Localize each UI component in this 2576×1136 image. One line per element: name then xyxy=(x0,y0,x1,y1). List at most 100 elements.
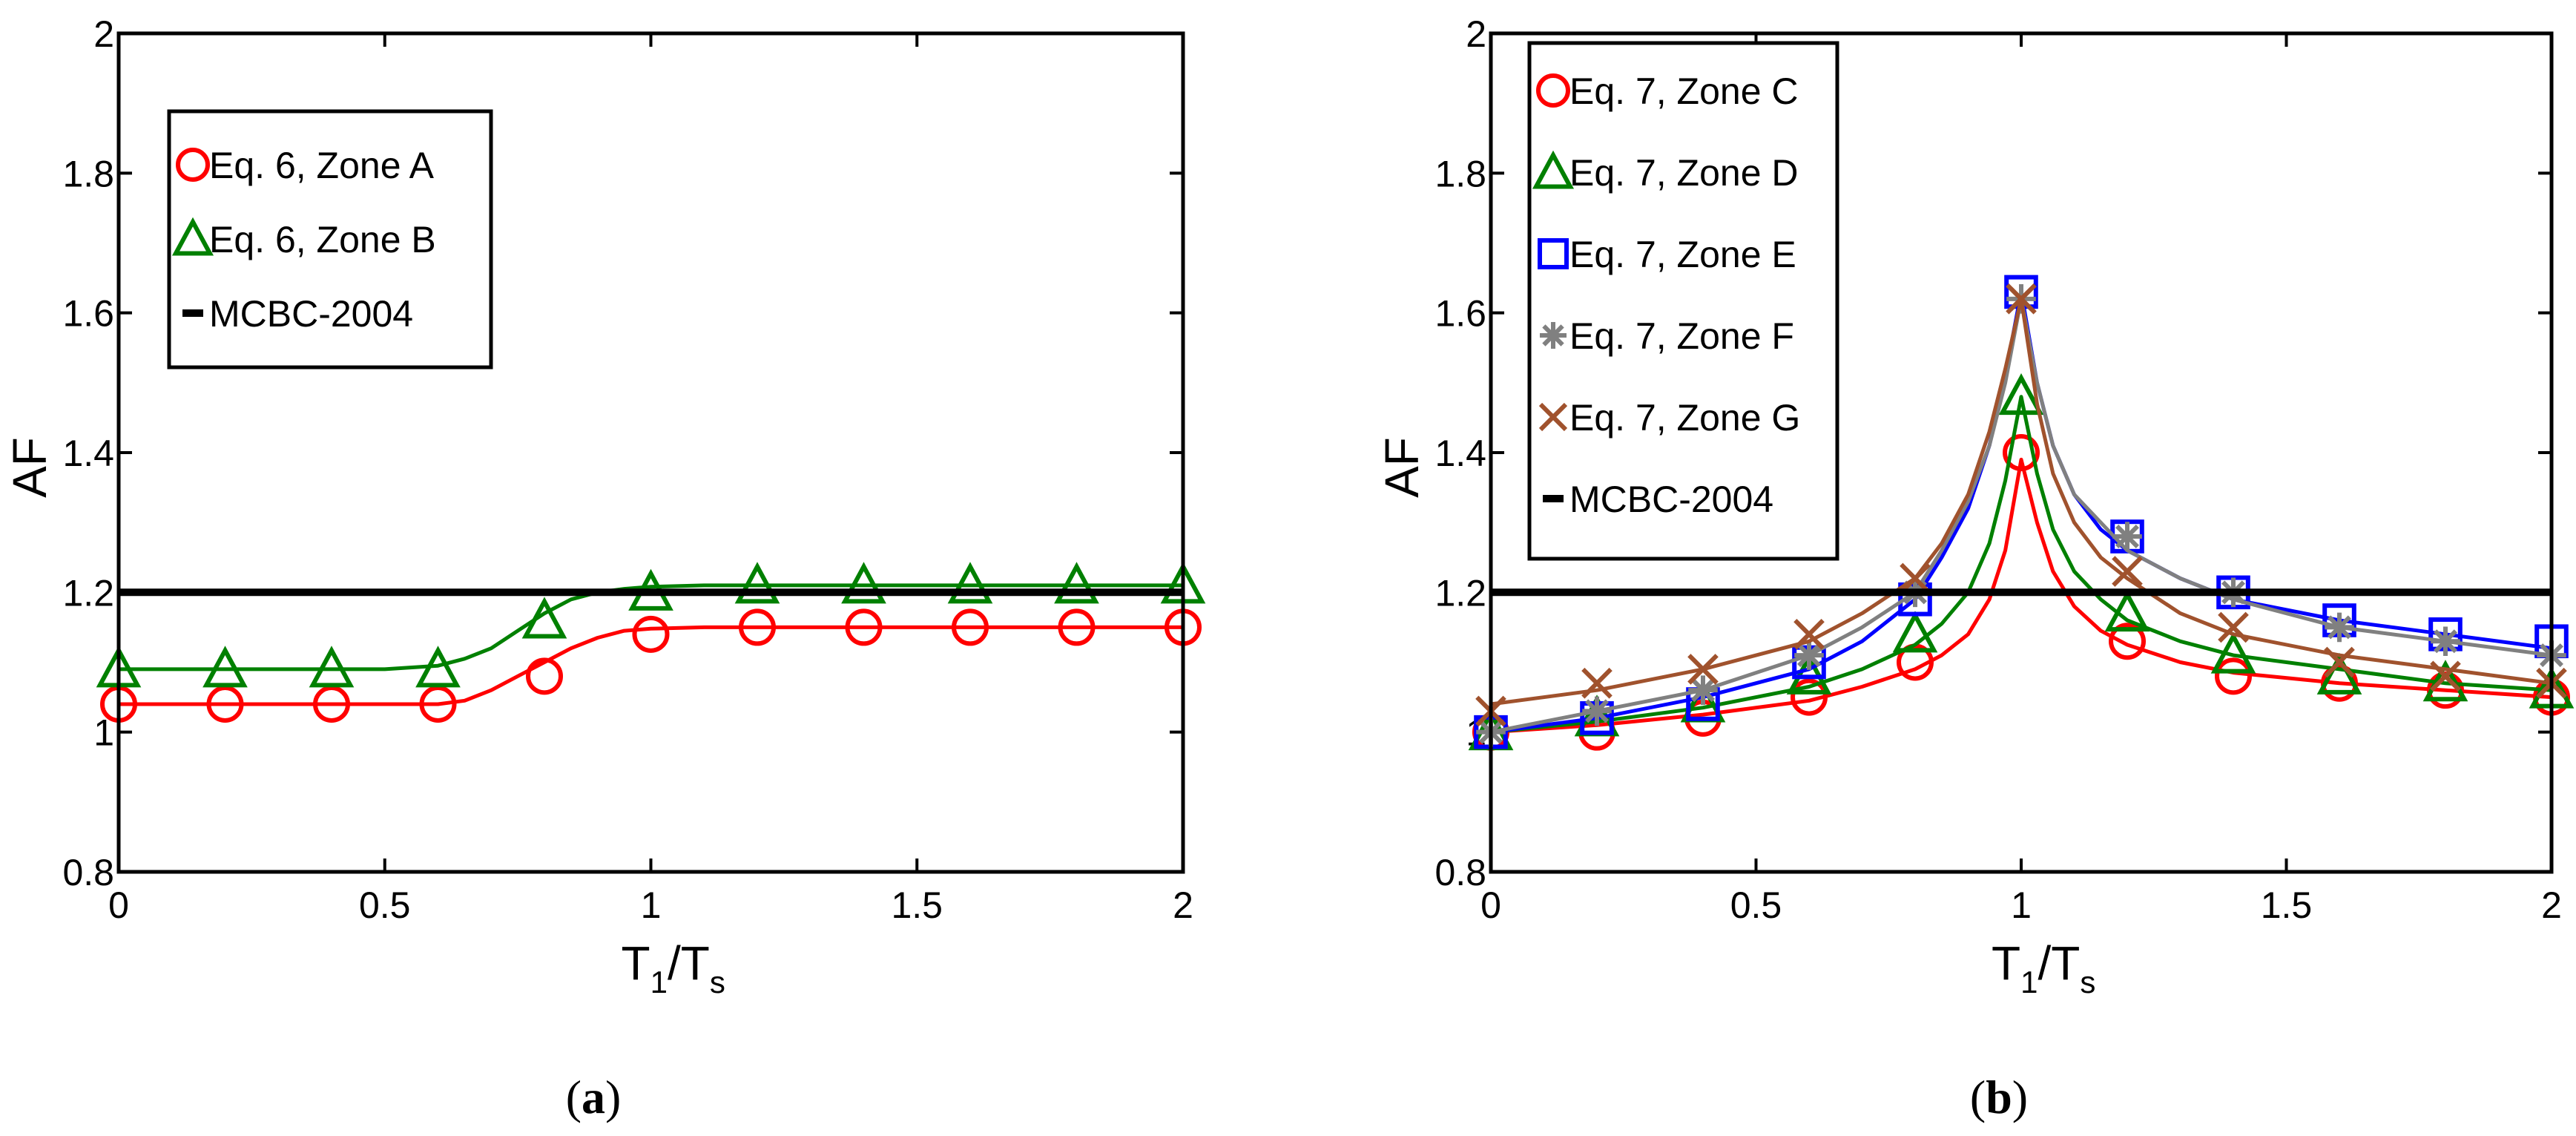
panel-caption: (a) xyxy=(566,1071,622,1123)
legend-label: Eq. 7, Zone C xyxy=(1569,70,1799,112)
data-point xyxy=(2006,283,2037,315)
data-point xyxy=(2112,556,2143,587)
marker-asterisk xyxy=(1540,322,1567,349)
panel-caption: (b) xyxy=(1970,1071,2028,1123)
data-point xyxy=(845,608,883,646)
data-point xyxy=(2316,652,2362,695)
legend-entry: Eq. 7, Zone G xyxy=(1538,397,1800,439)
legend-label: Eq. 6, Zone B xyxy=(209,219,436,260)
legend-label: MCBC-2004 xyxy=(1569,479,1773,520)
legend-entry: Eq. 7, Zone E xyxy=(1538,234,1796,275)
data-point xyxy=(2003,434,2040,471)
marker-x xyxy=(2324,646,2355,678)
data-point xyxy=(1892,611,1938,653)
data-point xyxy=(739,608,776,646)
y-tick-label: 1.6 xyxy=(62,293,114,335)
data-point xyxy=(521,597,567,639)
marker-circle xyxy=(632,615,670,653)
y-tick-label: 1.8 xyxy=(62,153,114,194)
series-line xyxy=(119,583,1183,672)
x-tick-label: 1.5 xyxy=(891,884,943,926)
data-point xyxy=(1998,373,2044,416)
data-point xyxy=(2430,660,2461,692)
marker-triangle xyxy=(2104,589,2150,632)
marker-triangle xyxy=(202,646,248,688)
marker-triangle xyxy=(415,646,461,688)
x-tick-label: 2 xyxy=(1173,884,1193,926)
marker-circle xyxy=(206,686,244,723)
data-point xyxy=(952,608,989,646)
x-tick-label: 0 xyxy=(1480,884,1501,926)
legend-label: Eq. 7, Zone G xyxy=(1569,397,1800,439)
x-axis-label-sub: 1 xyxy=(650,965,668,999)
marker-x xyxy=(1581,667,1613,699)
legend-entry: MCBC-2004 xyxy=(1543,479,1773,520)
x-axis-label-sub: 1 xyxy=(2020,965,2038,999)
marker-triangle xyxy=(2316,652,2362,695)
marker-circle xyxy=(2215,657,2252,695)
series-1 xyxy=(100,608,1202,723)
data-point xyxy=(1581,667,1613,699)
caption-paren: ) xyxy=(605,1071,621,1123)
legend-box xyxy=(167,109,493,370)
data-point xyxy=(841,562,886,604)
x-tick-label: 2 xyxy=(2541,884,2562,926)
marker-asterisk xyxy=(1582,696,1612,726)
y-tick-label: 0.8 xyxy=(62,852,114,893)
y-tick-label: 1.2 xyxy=(62,572,114,614)
data-point xyxy=(202,646,248,688)
legend-entry: Eq. 7, Zone D xyxy=(1532,150,1799,194)
marker-circle xyxy=(526,657,563,695)
marker-circle xyxy=(952,608,989,646)
marker-x xyxy=(2218,611,2249,643)
data-point xyxy=(1058,608,1096,646)
data-point xyxy=(1582,696,1612,726)
marker-circle xyxy=(2003,434,2040,471)
legend-entry: Eq. 7, Zone C xyxy=(1536,70,1799,112)
marker-circle xyxy=(1791,678,1828,716)
data-point xyxy=(1794,640,1824,670)
legend-label: Eq. 7, Zone E xyxy=(1569,234,1796,275)
x-tick-label: 1 xyxy=(641,884,662,926)
legend-entry: Eq. 7, Zone F xyxy=(1540,315,1794,357)
series-2 xyxy=(96,562,1206,688)
marker-triangle xyxy=(841,562,886,604)
data-point xyxy=(1687,654,1719,685)
x-axis-label-sub: s xyxy=(2080,965,2095,999)
marker-x xyxy=(2430,660,2461,692)
data-point xyxy=(415,646,461,688)
data-point xyxy=(206,686,244,723)
legend-label: MCBC-2004 xyxy=(209,293,413,335)
x-tick-label: 1.5 xyxy=(2261,884,2313,926)
y-tick-label: 1.8 xyxy=(1434,153,1486,194)
marker-triangle xyxy=(1892,611,1938,653)
marker-square xyxy=(1538,238,1569,269)
y-tick-label: 0.8 xyxy=(1434,852,1486,893)
data-point xyxy=(419,686,457,723)
data-point xyxy=(2215,657,2252,695)
marker-asterisk xyxy=(2112,522,2142,551)
data-point xyxy=(526,657,563,695)
legend-box xyxy=(1527,41,1839,561)
marker-triangle xyxy=(1054,562,1099,604)
legend: Eq. 7, Zone C Eq. 7, Zone D Eq. 7, Zone E E… xyxy=(1527,41,1839,561)
data-point xyxy=(1791,678,1828,716)
data-point xyxy=(2325,612,2354,643)
x-axis-label-main: T xyxy=(1992,936,2020,990)
x-axis-label-slash: /T xyxy=(2038,936,2080,990)
y-tick-label: 1.4 xyxy=(62,433,114,474)
x-axis-label-sub: s xyxy=(710,965,725,999)
marker-triangle xyxy=(2422,660,2468,702)
data-point xyxy=(2109,623,2146,660)
marker-triangle xyxy=(734,562,780,604)
series-line xyxy=(1490,395,2552,735)
marker-circle xyxy=(845,608,883,646)
data-point xyxy=(2324,646,2355,678)
marker-triangle xyxy=(947,562,993,604)
marker-circle xyxy=(176,148,210,182)
data-point xyxy=(632,615,670,653)
x-axis-label-main: T xyxy=(622,936,650,990)
caption-paren: ( xyxy=(566,1071,582,1123)
